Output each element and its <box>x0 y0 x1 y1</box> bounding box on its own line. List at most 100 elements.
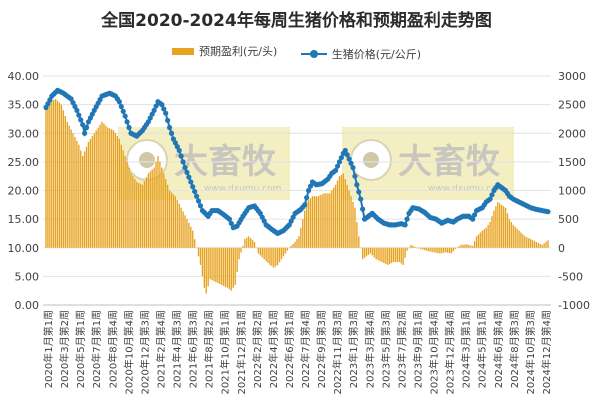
axis-layer: 0.00 5.00 10.00 15.00 20.00 25.00 30.00 35.00 40… <box>8 70 590 395</box>
pig-price-point <box>487 196 493 202</box>
pig-price-line <box>43 87 551 237</box>
pig-price-point <box>240 213 246 219</box>
expected-profit-bar <box>315 196 317 248</box>
pig-price-point <box>448 218 455 225</box>
expected-profit-bar <box>124 156 126 248</box>
expected-profit-bar <box>265 247 267 262</box>
pig-price-point <box>157 100 163 106</box>
expected-profit-bar <box>253 242 256 248</box>
pig-price-point <box>280 227 287 234</box>
watermark-logo-icon <box>126 139 168 181</box>
expected-profit-bar <box>533 241 536 248</box>
pig-price-point <box>211 207 217 214</box>
expected-profit-bar <box>524 236 526 248</box>
pig-price-point <box>149 111 155 117</box>
expected-profit-bar <box>454 247 457 249</box>
right-axis-tick-label: 500 <box>558 213 579 226</box>
pig-price-point <box>475 206 482 213</box>
pig-price-point <box>537 207 543 213</box>
expected-profit-bar <box>329 193 331 248</box>
expected-profit-bar <box>338 176 341 248</box>
expected-profit-bar <box>520 232 522 248</box>
watermark-url: www.dxumu.com <box>428 184 505 194</box>
pig-price-point <box>452 217 458 224</box>
pig-price-point <box>520 201 526 207</box>
pig-price-point <box>141 124 148 131</box>
pig-price-point <box>207 210 213 216</box>
pig-price-point <box>47 97 53 103</box>
expected-profit-bar <box>435 247 437 253</box>
expected-profit-bar <box>356 221 358 248</box>
expected-profit-bar <box>68 125 70 248</box>
expected-profit-bar <box>472 246 474 248</box>
pig-price-point <box>159 102 165 108</box>
pig-price-point <box>153 103 159 109</box>
watermark-2: 大畜牧 www.dxumu.com <box>342 127 514 200</box>
expected-profit-bar <box>66 121 68 248</box>
expected-profit-bar <box>365 247 368 257</box>
pig-price-point <box>166 124 173 131</box>
expected-profit-bar <box>475 236 478 248</box>
pig-price-point <box>390 222 397 228</box>
pig-price-point <box>323 177 329 184</box>
pig-price-point <box>369 210 375 216</box>
expected-profit-bar <box>282 247 285 257</box>
watermark-layer: 大畜牧 www.dxumu.com 大畜牧 www.dxumu.com <box>118 127 514 200</box>
expected-profit-bar <box>300 227 302 248</box>
expected-profit-bar <box>180 207 182 248</box>
expected-profit-bar <box>309 198 312 248</box>
expected-profit-bar <box>531 240 534 248</box>
pig-price-point <box>333 167 339 174</box>
pig-price-point <box>85 119 92 125</box>
pig-price-point <box>526 204 532 210</box>
x-axis-tick-label: 2021年10月第1周 <box>219 310 232 395</box>
expected-profit-bar <box>267 247 269 264</box>
pig-price-point <box>329 170 335 176</box>
expected-profit-bar <box>450 247 453 254</box>
grid-layer <box>43 75 551 306</box>
pig-price-point <box>439 220 445 226</box>
pig-price-point <box>78 117 84 123</box>
expected-profit-bar <box>176 200 178 248</box>
pig-price-point <box>528 205 534 211</box>
x-axis-tick-label: 2024年6月第4周 <box>492 310 505 388</box>
expected-profit-bar <box>288 247 290 249</box>
expected-profit-bar <box>118 138 121 248</box>
expected-profit-bar <box>388 247 391 264</box>
legend-line-swatch <box>300 49 327 58</box>
pig-price-point <box>354 182 360 188</box>
pig-price-point <box>174 144 180 150</box>
pig-price-point <box>371 212 377 218</box>
pig-price-point <box>76 112 82 118</box>
pig-price-point <box>522 202 528 208</box>
pig-price-point <box>423 211 429 217</box>
expected-profit-bar <box>82 156 84 248</box>
expected-profit-bar <box>163 173 165 248</box>
expected-profit-bar <box>203 247 206 288</box>
expected-profit-bar <box>110 129 113 248</box>
pig-price-point <box>304 195 310 201</box>
expected-profit-bar <box>444 247 447 253</box>
pig-price-point <box>325 176 331 182</box>
legend-label-expected-profit: 预期盈利(元/头) <box>198 45 278 58</box>
expected-profit-bar <box>195 247 198 249</box>
expected-profit-bar <box>45 107 47 248</box>
expected-profit-bar <box>334 184 337 248</box>
expected-profit-bar <box>518 230 520 248</box>
pig-price-point <box>147 115 153 121</box>
expected-profit-bar <box>292 243 294 248</box>
expected-profit-bar <box>487 224 489 248</box>
expected-profit-bar <box>528 238 530 248</box>
pig-price-point <box>244 207 250 214</box>
expected-profit-bar <box>190 226 192 248</box>
expected-profit-bar <box>412 245 414 248</box>
x-axis-tick-label: 2023年10月第4周 <box>428 310 441 395</box>
pig-price-point <box>499 185 505 191</box>
watermark-text: 大畜牧 <box>174 142 277 182</box>
expected-profit-bar <box>427 247 429 252</box>
watermark-1: 大畜牧 www.dxumu.com <box>118 127 290 200</box>
pig-price-point <box>170 136 177 142</box>
expected-profit-bar <box>342 173 345 248</box>
expected-profit-bar <box>508 219 511 248</box>
expected-profit-bar <box>137 182 140 248</box>
